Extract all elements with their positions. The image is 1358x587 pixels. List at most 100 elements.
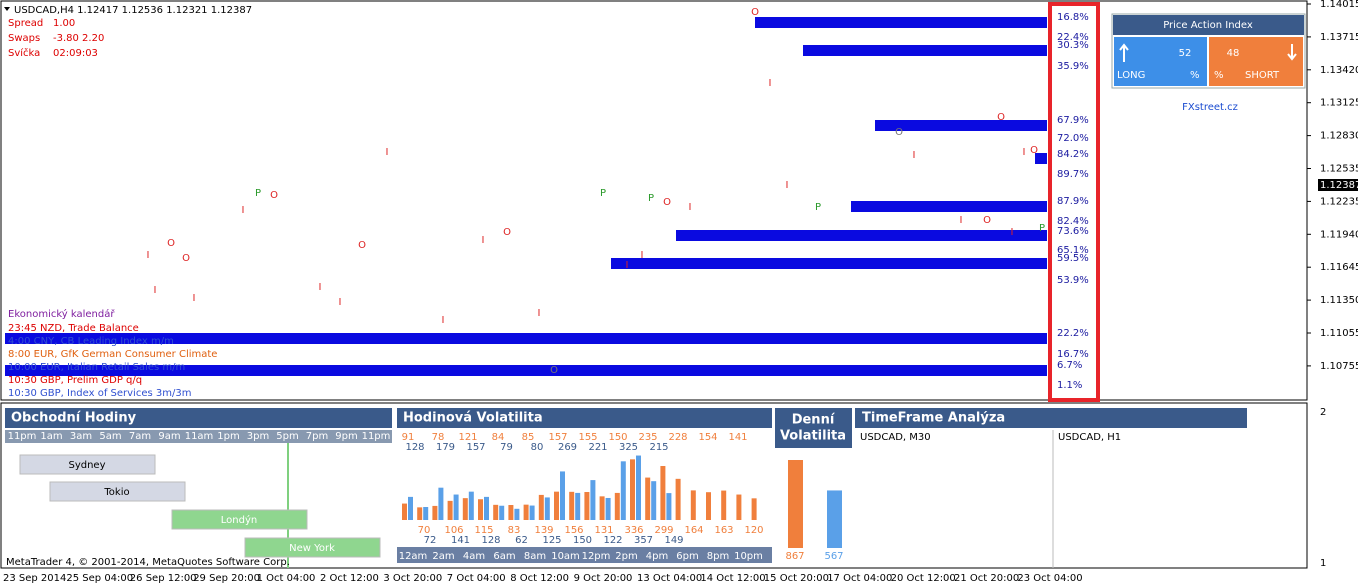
level-label: 35.9% [1057, 61, 1089, 72]
hour-label: 12pm [582, 551, 611, 562]
session-label: New York [289, 543, 335, 554]
pattern-marker: I [339, 297, 342, 308]
menu-triangle[interactable] [4, 7, 10, 11]
vol-number: 154 [698, 432, 717, 443]
time-label: 26 Sep 12:00 [130, 573, 197, 584]
pattern-marker: O [663, 197, 671, 208]
vol-number: 128 [405, 442, 424, 453]
tf-chart-label: USDCAD, M30 [860, 432, 931, 443]
level-label: 72.0% [1057, 133, 1089, 144]
info-label: Spread [8, 18, 43, 29]
level-label: 73.6% [1057, 226, 1089, 237]
info-label: Svíčka [8, 47, 40, 59]
price-label: 1.12535 [1320, 164, 1358, 175]
pattern-marker: O [1030, 145, 1038, 156]
hour-label: 9am [158, 431, 180, 442]
pattern-marker: I [689, 202, 692, 213]
pattern-marker: I [482, 235, 485, 246]
vol-bar [462, 498, 468, 520]
level-bar [5, 333, 1047, 344]
calendar-event: 4:00 CNY, CB Leading Index m/m [8, 336, 174, 347]
level-bar [755, 17, 1047, 28]
time-label: 14 Oct 12:00 [700, 573, 765, 584]
level-bar [851, 201, 1047, 212]
vol-bar [560, 471, 565, 520]
hours-row [397, 547, 772, 563]
price-label: 1.12235 [1320, 196, 1358, 207]
time-label: 25 Sep 04:00 [66, 573, 133, 584]
vol-bar [529, 505, 535, 520]
info-value: 1.00 [53, 18, 75, 29]
hour-label: 7am [129, 431, 151, 442]
vol-number: 215 [649, 442, 668, 453]
vol-bar [590, 480, 596, 520]
price-label: 1.10755 [1320, 361, 1358, 372]
hour-label: 3am [70, 431, 92, 442]
vol-number: 325 [619, 442, 638, 453]
vol-number: 141 [451, 535, 470, 546]
calendar-event: 10:30 GBP, Index of Services 3m/3m [8, 388, 191, 399]
pai-short [1209, 37, 1303, 86]
time-label: 20 Oct 12:00 [891, 573, 956, 584]
down-arrow [1287, 44, 1297, 61]
vol-bar [605, 497, 611, 520]
vol-bar [599, 496, 605, 520]
vol-number: 299 [654, 525, 673, 536]
info-value: -3.80 2.20 [53, 33, 104, 44]
vol-number: 157 [548, 432, 567, 443]
time-label: 7 Oct 04:00 [447, 573, 506, 584]
info-value: 02:09:03 [53, 48, 98, 59]
price-label: 1.11055 [1320, 328, 1358, 339]
level-bar [5, 365, 1047, 376]
pattern-marker: P [255, 188, 261, 199]
vol-bar [660, 466, 666, 520]
vol-bar [499, 505, 505, 520]
vol-number: 149 [664, 535, 683, 546]
vol-bar [453, 494, 459, 520]
session-label: Sydney [68, 460, 105, 471]
level-label: 87.9% [1057, 196, 1089, 207]
panel-header [5, 408, 392, 428]
vol-number: 235 [638, 432, 657, 443]
level-label: 22.4% [1057, 32, 1089, 43]
pattern-marker: P [815, 202, 821, 213]
pattern-marker: I [319, 282, 322, 293]
pai-long [1114, 37, 1207, 86]
panel-title: Obchodní Hodiny [11, 411, 137, 426]
pattern-marker: I [960, 215, 963, 226]
vol-number: 357 [634, 535, 653, 546]
vol-bar [538, 494, 544, 520]
pattern-marker: O [983, 215, 991, 226]
chart-frame [0, 0, 1308, 401]
session-bar [49, 481, 186, 502]
price-label: 1.13715 [1320, 32, 1358, 43]
time-label: 8 Oct 12:00 [510, 573, 569, 584]
pattern-marker: P [1039, 223, 1045, 234]
vol-bar [614, 492, 620, 520]
pai-short-label: SHORT [1245, 70, 1280, 81]
pattern-marker: I [1011, 227, 1014, 238]
hour-label: 6pm [676, 551, 698, 562]
pattern-marker: I [147, 250, 150, 261]
hour-label: 5am [99, 431, 121, 442]
vol-number: 62 [515, 535, 528, 546]
vol-number: 128 [481, 535, 500, 546]
time-label: 3 Oct 20:00 [383, 573, 442, 584]
level-label: 59.5% [1057, 253, 1089, 264]
vol-bar [554, 491, 559, 520]
level-bar [676, 230, 1047, 241]
vol-number: 83 [508, 525, 521, 536]
hour-label: 6am [493, 551, 515, 562]
vol-number: 122 [603, 535, 622, 546]
vol-number: 150 [573, 535, 592, 546]
vol-number: 269 [558, 442, 577, 453]
hour-label: 10am [551, 551, 580, 562]
level-label: 16.8% [1057, 12, 1089, 23]
hour-label: 2pm [615, 551, 637, 562]
vol-bar [645, 477, 651, 520]
hour-label: 7pm [306, 431, 328, 442]
panel-title: Hodinová Volatilita [403, 411, 543, 426]
vol-bar [508, 505, 514, 520]
tf-chart-label: USDCAD, H1 [1058, 432, 1121, 443]
vol-bar [523, 504, 529, 520]
